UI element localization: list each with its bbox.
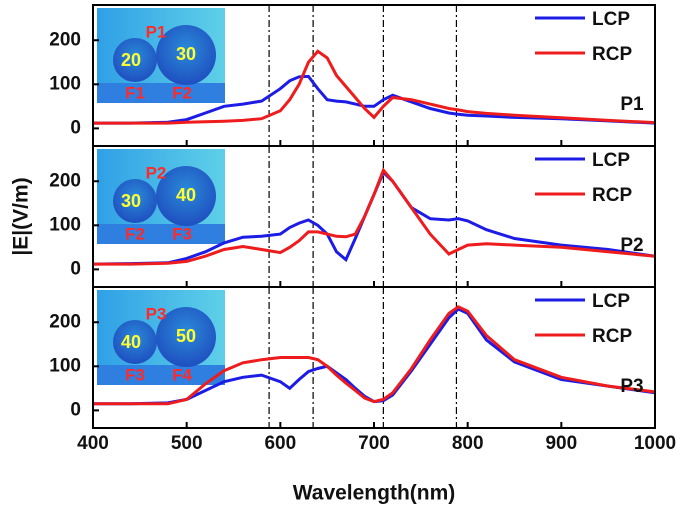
- inset-label: 40: [176, 185, 196, 205]
- inset-label: F4: [172, 365, 192, 384]
- panel-label: P3: [620, 376, 643, 397]
- y-tick-label: 200: [49, 29, 81, 50]
- y-axis-title: |E|(V/m): [10, 177, 33, 255]
- inset-label: F3: [125, 365, 145, 384]
- inset: P1 20 30 F1 F2: [97, 8, 225, 103]
- x-tick-label: 700: [358, 433, 390, 454]
- inset-label: F2: [172, 83, 192, 102]
- inset-label: F2: [125, 224, 145, 243]
- inset-label: P2: [146, 163, 167, 182]
- series-line: [93, 305, 656, 406]
- inset-label: 20: [121, 50, 141, 70]
- inset: P3 40 50 F3 F4: [97, 290, 225, 385]
- inset-substrate: [97, 224, 225, 244]
- legend-label: RCP: [592, 44, 632, 65]
- panel-label: P2: [620, 235, 643, 256]
- series-line: [92, 169, 656, 266]
- inset: P2 30 40 F2 F3: [97, 149, 225, 244]
- x-tick-label: 400: [77, 433, 109, 454]
- inset-disk: [156, 25, 216, 85]
- inset-disk: [113, 179, 157, 223]
- inset-disk: [113, 38, 157, 82]
- y-tick-label: 0: [70, 117, 81, 138]
- series-line: [93, 49, 656, 125]
- x-tick-label: 1000: [634, 433, 676, 454]
- y-tick-label: 0: [70, 258, 81, 279]
- inset-label: 30: [176, 44, 196, 64]
- x-tick-label: 600: [264, 433, 296, 454]
- x-tick-label: 900: [545, 433, 577, 454]
- inset-label: 50: [176, 326, 196, 346]
- inset-substrate: [97, 83, 225, 103]
- inset-label: P3: [146, 304, 167, 323]
- legend-label: LCP: [592, 9, 630, 30]
- inset-disk: [156, 307, 216, 367]
- y-tick-label: 200: [49, 311, 81, 332]
- inset-substrate: [97, 365, 225, 385]
- inset-disk: [113, 320, 157, 364]
- legend-label: RCP: [592, 326, 632, 347]
- legend-label: LCP: [592, 291, 630, 312]
- y-tick-label: 100: [49, 355, 81, 376]
- legend-label: LCP: [592, 150, 630, 171]
- panel-frame: [92, 286, 656, 429]
- inset-label: F1: [125, 83, 145, 102]
- inset-label: F3: [172, 224, 192, 243]
- inset-label: P1: [146, 22, 167, 41]
- x-axis-title: Wavelength(nm): [293, 482, 456, 505]
- legend-label: RCP: [592, 185, 632, 206]
- x-tick-label: 800: [452, 433, 484, 454]
- x-tick-label: 500: [171, 433, 203, 454]
- panel-label: P1: [620, 94, 644, 115]
- inset-label: 30: [121, 191, 141, 211]
- inset-label: 40: [121, 332, 141, 352]
- y-tick-label: 100: [49, 214, 81, 235]
- y-tick-label: 100: [49, 73, 81, 94]
- y-tick-label: 0: [70, 399, 81, 420]
- y-tick-label: 200: [49, 170, 81, 191]
- inset-disk: [156, 166, 216, 226]
- series-line: [93, 167, 656, 266]
- series-line: [93, 74, 656, 125]
